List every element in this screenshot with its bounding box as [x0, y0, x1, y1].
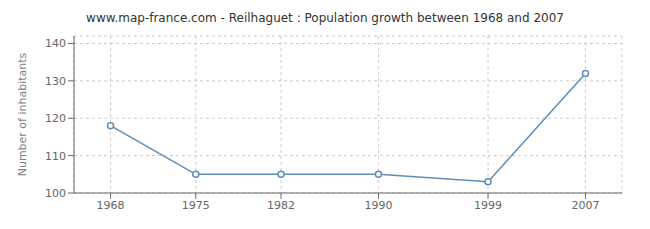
svg-text:130: 130 — [45, 75, 66, 88]
svg-text:1975: 1975 — [182, 199, 210, 212]
svg-text:110: 110 — [45, 150, 66, 163]
svg-text:2007: 2007 — [571, 199, 599, 212]
svg-text:1968: 1968 — [97, 199, 125, 212]
svg-text:120: 120 — [45, 112, 66, 125]
html-text:www.map-france.com - Reilhague: www.map-france.com - Reilhaguet : Popula… — [86, 11, 564, 25]
svg-text:1999: 1999 — [474, 199, 502, 212]
svg-text:1990: 1990 — [364, 199, 392, 212]
svg-text:Number of inhabitants: Number of inhabitants — [16, 52, 29, 176]
svg-text:1982: 1982 — [267, 199, 295, 212]
svg-text:100: 100 — [45, 187, 66, 200]
svg-text:140: 140 — [45, 37, 66, 50]
